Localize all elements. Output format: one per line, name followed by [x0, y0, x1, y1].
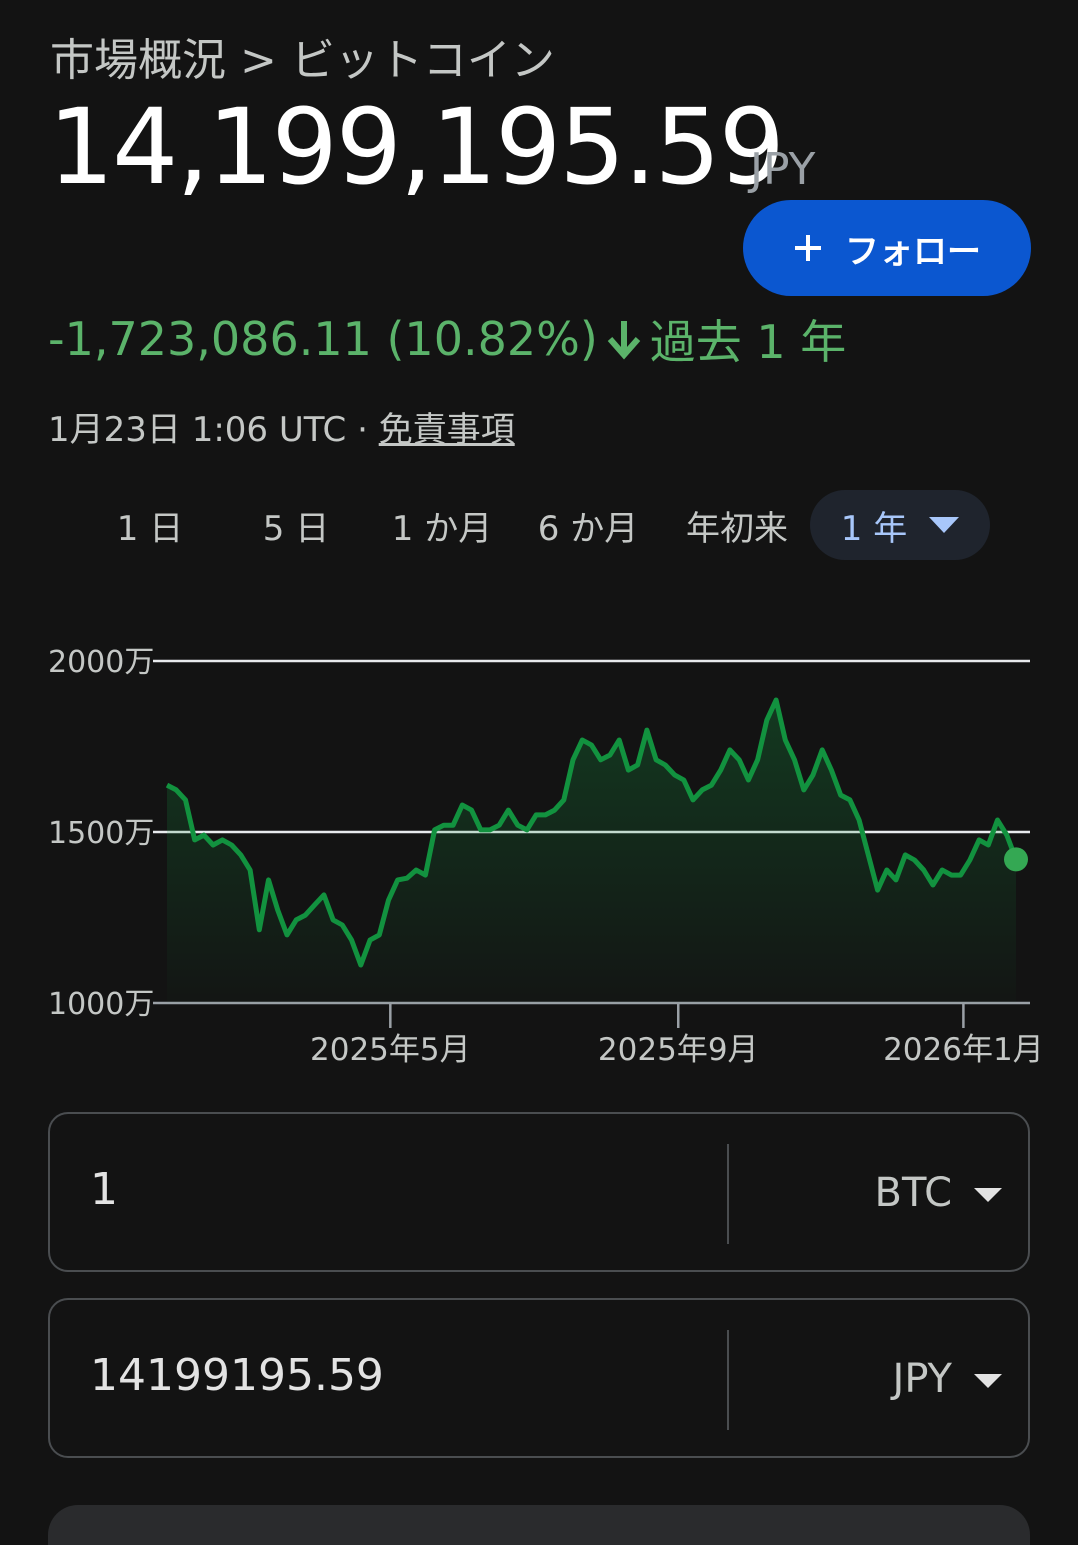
change-row: -1,723,086.11 (10.82%) 過去 1 年	[48, 306, 846, 372]
divider	[727, 1144, 729, 1244]
converter-from[interactable]: 1 BTC	[48, 1112, 1030, 1272]
x-tick-label: 2025年5月	[310, 1032, 471, 1068]
range-tab[interactable]: 1 か月	[392, 490, 492, 560]
last-point	[1004, 847, 1028, 872]
next-card	[48, 1505, 1030, 1545]
y-tick-label: 1000万	[48, 987, 154, 1022]
amount[interactable]: 14199195.59	[90, 1350, 384, 1401]
converter-to[interactable]: 14199195.59 JPY	[48, 1298, 1030, 1458]
dropdown-caret	[929, 517, 960, 533]
area	[167, 700, 1016, 1003]
range-tab[interactable]: 5 日	[246, 490, 346, 560]
range-tab[interactable]: 1 日	[100, 490, 200, 560]
currency: JPY	[750, 144, 816, 195]
range-label[interactable]: 6 か月	[537, 508, 639, 549]
chart: 2000万 1500万 1000万 2025年5月 2025年9月 2026年1月	[48, 645, 1044, 1068]
timestamp: 1月23日 1:06 UTC	[48, 410, 347, 450]
range-tab[interactable]: 年初来	[682, 490, 792, 560]
range-label[interactable]: 1 か月	[391, 508, 493, 549]
x-tick-label: 2026年1月	[883, 1032, 1044, 1068]
caret	[974, 1188, 1002, 1202]
amount[interactable]: 1	[90, 1164, 118, 1215]
follow-label: フォロー	[845, 231, 981, 272]
range-label[interactable]: 1 日	[116, 508, 184, 549]
breadcrumb[interactable]: 市場概況 > ビットコイン	[50, 35, 555, 86]
caret	[974, 1374, 1002, 1388]
range-tab[interactable]: 1 年	[810, 490, 990, 560]
disclaimer-link[interactable]: 免責事項	[378, 410, 515, 450]
y-tick-label: 2000万	[48, 645, 154, 680]
down-arrow	[607, 321, 641, 360]
range-label[interactable]: 5 日	[262, 508, 330, 549]
price: 14,199,195.59	[48, 86, 785, 208]
divider	[727, 1330, 729, 1430]
range-tab[interactable]: 6 か月	[538, 490, 638, 560]
change-period: 過去 1 年	[649, 315, 847, 369]
range-label[interactable]: 年初来	[686, 508, 788, 549]
plus-icon	[795, 235, 821, 261]
range-label[interactable]: 1 年	[840, 508, 908, 549]
change: -1,723,086.11 (10.82%)	[48, 312, 598, 366]
time-row: 1月23日 1:06 UTC · 免責事項	[48, 402, 515, 451]
follow-button[interactable]: フォロー	[743, 200, 1031, 296]
x-tick-label: 2025年9月	[598, 1032, 759, 1068]
separator: ·	[357, 410, 379, 450]
unit[interactable]: BTC	[874, 1170, 952, 1216]
unit[interactable]: JPY	[892, 1356, 952, 1402]
price-line	[165, 697, 1019, 968]
y-tick-label: 1500万	[48, 816, 154, 851]
